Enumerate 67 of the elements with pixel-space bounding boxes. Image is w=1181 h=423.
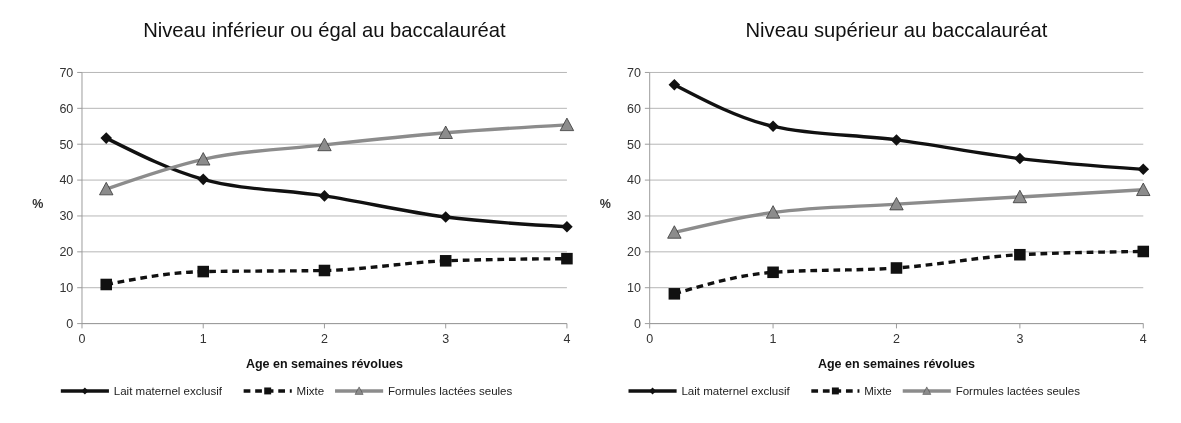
point bbox=[438, 125, 453, 139]
y-tick-label: 30 bbox=[627, 209, 642, 224]
x-axis-title: Age en semaines révolues bbox=[245, 356, 404, 371]
y-tick-label: 10 bbox=[59, 281, 74, 296]
y-axis-title: % bbox=[599, 196, 611, 211]
y-tick-label: 70 bbox=[627, 65, 642, 80]
y-tick-label: 50 bbox=[59, 137, 74, 152]
y-tick-label: 40 bbox=[627, 173, 642, 188]
legend-label: Mixte bbox=[296, 384, 325, 397]
x-tick-label: 1 bbox=[769, 331, 777, 346]
legend-label: Lait maternel exclusif bbox=[113, 384, 223, 397]
point bbox=[561, 252, 573, 265]
y-tick-label: 40 bbox=[59, 173, 74, 188]
x-tick-label: 3 bbox=[1016, 331, 1024, 346]
point bbox=[317, 137, 332, 152]
point bbox=[318, 190, 331, 202]
point bbox=[1012, 189, 1027, 204]
chart-title: Niveau inférieur ou égal au baccalauréat bbox=[143, 18, 507, 41]
point bbox=[1137, 245, 1150, 258]
point bbox=[890, 262, 903, 274]
point bbox=[668, 78, 681, 91]
point bbox=[1014, 152, 1026, 165]
point bbox=[765, 205, 781, 219]
point bbox=[559, 117, 575, 132]
point bbox=[439, 255, 452, 267]
point bbox=[890, 134, 903, 146]
point bbox=[100, 132, 113, 144]
point bbox=[99, 181, 114, 196]
point bbox=[767, 266, 779, 279]
point bbox=[1137, 163, 1150, 176]
point bbox=[1014, 248, 1026, 261]
legend-label: Formules lactées seules bbox=[387, 384, 513, 397]
x-tick-label: 4 bbox=[563, 331, 571, 346]
x-tick-label: 3 bbox=[442, 331, 450, 346]
point bbox=[196, 152, 211, 166]
y-tick-label: 60 bbox=[627, 101, 642, 116]
legend-label: Lait maternel exclusif bbox=[681, 384, 791, 397]
y-tick-label: 50 bbox=[627, 137, 642, 152]
legend-label: Mixte bbox=[864, 384, 892, 397]
legend-label: Formules lactées seules bbox=[955, 384, 1081, 397]
point bbox=[318, 264, 331, 277]
y-tick-label: 0 bbox=[66, 316, 74, 331]
point bbox=[767, 120, 779, 133]
y-tick-label: 70 bbox=[59, 65, 74, 80]
point bbox=[1136, 182, 1151, 196]
point bbox=[197, 173, 209, 186]
point bbox=[197, 265, 209, 278]
y-tick-label: 20 bbox=[59, 245, 74, 260]
point bbox=[561, 220, 573, 233]
point bbox=[668, 288, 681, 300]
y-tick-label: 10 bbox=[627, 281, 642, 296]
point bbox=[889, 197, 904, 211]
y-axis-title: % bbox=[32, 196, 44, 211]
x-tick-label: 0 bbox=[646, 331, 654, 346]
x-axis-title: Age en semaines révolues bbox=[817, 356, 976, 371]
y-tick-label: 0 bbox=[634, 316, 642, 331]
x-tick-label: 2 bbox=[320, 331, 328, 346]
x-tick-label: 4 bbox=[1139, 331, 1147, 346]
chart-title: Niveau supérieur au baccalauréat bbox=[745, 18, 1048, 41]
x-tick-label: 2 bbox=[892, 331, 900, 346]
point bbox=[667, 225, 682, 239]
y-tick-label: 30 bbox=[59, 209, 74, 224]
y-tick-label: 60 bbox=[59, 101, 74, 116]
x-tick-label: 1 bbox=[199, 331, 207, 346]
x-tick-label: 0 bbox=[78, 331, 86, 346]
point bbox=[100, 278, 113, 291]
y-tick-label: 20 bbox=[627, 245, 642, 260]
